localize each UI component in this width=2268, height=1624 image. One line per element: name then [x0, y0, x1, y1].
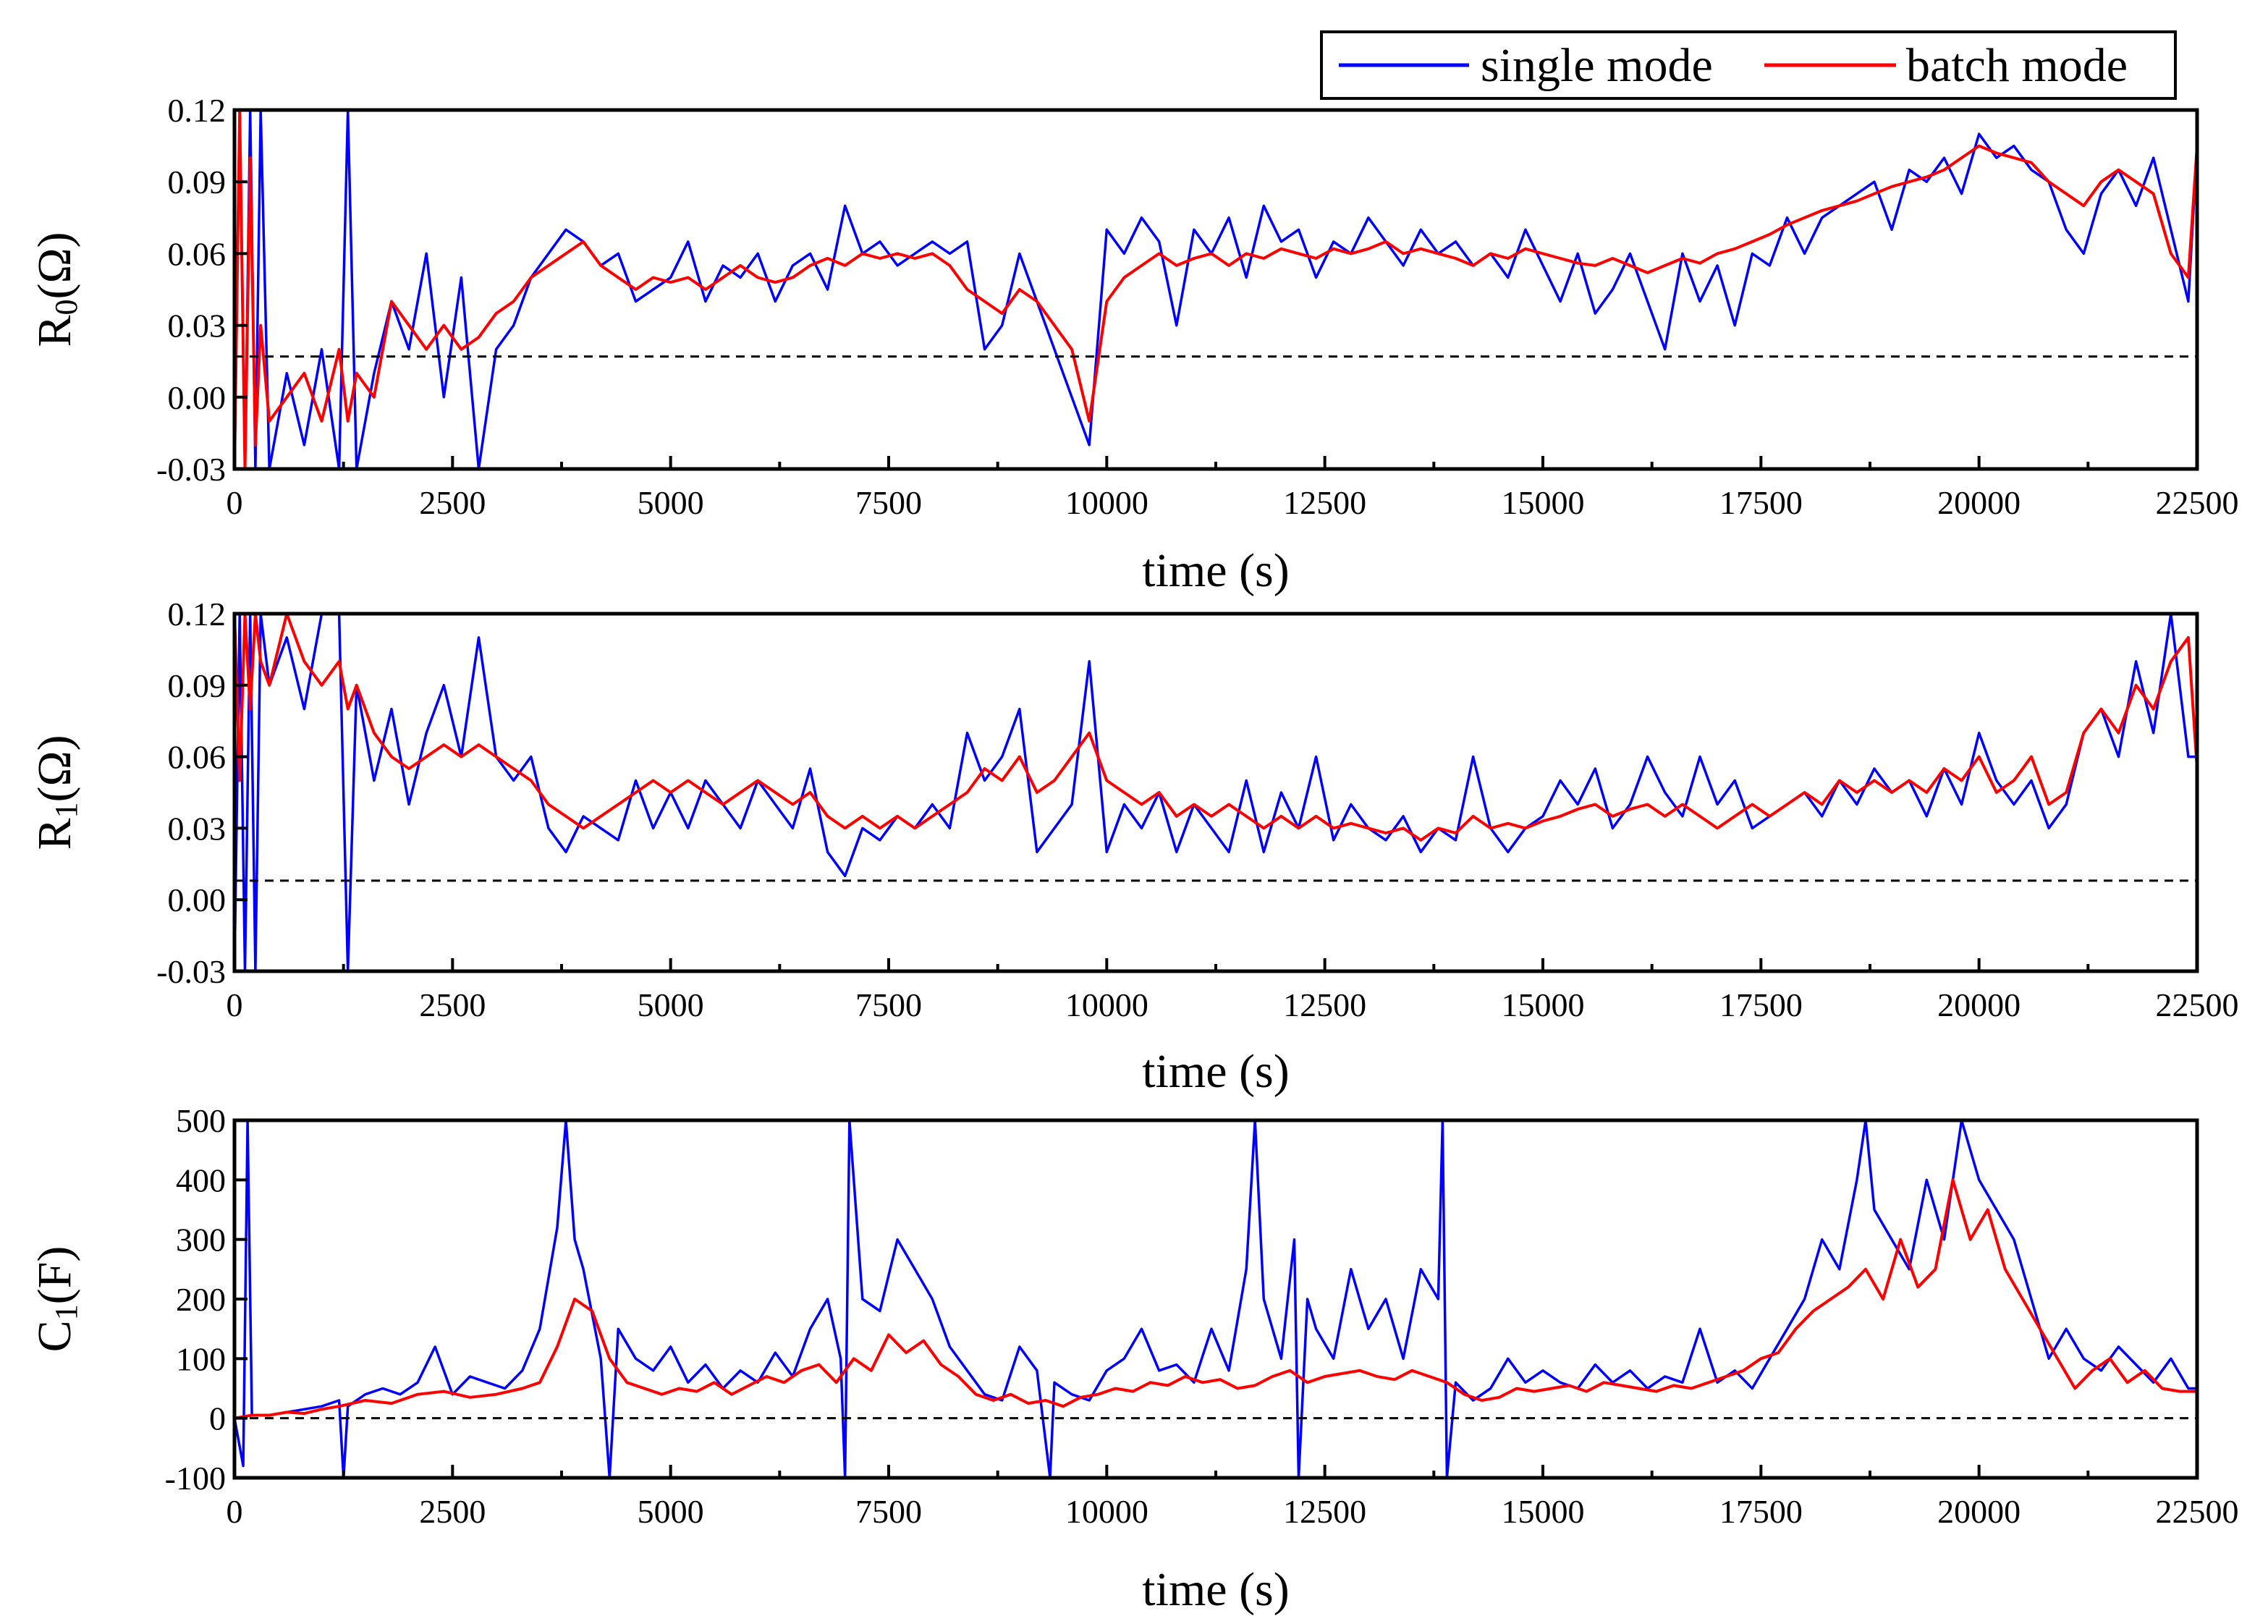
r1-xtick-label: 7500	[855, 986, 922, 1023]
c1-xlabel: time (s)	[1142, 1563, 1289, 1616]
r0-ticks: 0 2500 5000 7500 10000 12500 15000 17500 20000 22…	[156, 92, 2238, 521]
r1-ylabel: R1(Ω)	[28, 735, 84, 850]
r0-xtick-label: 17500	[1719, 484, 1803, 521]
r0-series-batch-mode	[234, 110, 2197, 469]
c1-ticks: 0 2500 5000 7500 10000 12500 15000 17500 20000 22…	[165, 1102, 2239, 1530]
c1-ylabel-unit: (F)	[28, 1246, 81, 1305]
r1-series-single-mode	[234, 614, 2197, 971]
c1-ytick-label: 500	[176, 1102, 226, 1139]
r0-ylabel-main: R	[28, 315, 81, 347]
legend-single-label: single mode	[1481, 39, 1713, 92]
r0-ytick-label: 0.09	[168, 164, 227, 200]
c1-ytick-label: 0	[209, 1400, 226, 1437]
r1-ylabel-unit: (Ω)	[28, 735, 81, 802]
c1-series-single-mode	[234, 1120, 2197, 1478]
r1-xtick-label: 15000	[1502, 986, 1585, 1023]
c1-xtick-label: 20000	[1937, 1493, 2021, 1530]
c1-xtick-label: 7500	[855, 1493, 922, 1530]
r0-ylabel: R0(Ω)	[28, 232, 84, 347]
c1-series-layer	[234, 1120, 2197, 1478]
r0-ytick-label: 0.03	[168, 308, 227, 344]
r0-ylabel-sub: 0	[48, 299, 84, 315]
r0-xtick-label: 12500	[1283, 484, 1366, 521]
c1-xtick-label: 17500	[1719, 1493, 1803, 1530]
c1-ylabel: C1(F)	[28, 1246, 84, 1353]
r1-ylabel-sub: 1	[48, 802, 84, 818]
r0-ylabel-unit: (Ω)	[28, 232, 81, 299]
r0-ytick-label: 0.06	[168, 235, 227, 272]
c1-xtick-label: 2500	[419, 1493, 486, 1530]
r0-ytick-label: 0.12	[168, 92, 227, 129]
r1-ytick-label: 0.09	[168, 667, 227, 704]
r1-xtick-label: 12500	[1283, 986, 1366, 1023]
c1-xtick-label: 12500	[1283, 1493, 1366, 1530]
c1-series-batch-mode	[234, 1178, 2197, 1420]
r1-ytick-label: 0.03	[168, 810, 227, 847]
r0-ytick-label: -0.03	[156, 451, 226, 488]
c1-ytick-label: 300	[176, 1222, 226, 1259]
r1-xtick-label: 20000	[1937, 986, 2021, 1023]
panel-c1: 0 2500 5000 7500 10000 12500 15000 17500 20000 22…	[28, 1102, 2238, 1616]
r1-ytick-label: -0.03	[156, 953, 226, 990]
r1-plot-frame	[232, 612, 2199, 973]
r0-xtick-label: 5000	[638, 484, 704, 521]
r0-xtick-label: 20000	[1937, 484, 2021, 521]
c1-xtick-label: 0	[227, 1493, 243, 1530]
r0-xlabel: time (s)	[1142, 544, 1289, 597]
c1-ytick-label: -100	[165, 1460, 226, 1497]
r0-series-layer	[234, 110, 2197, 469]
c1-ylabel-sub: 1	[48, 1304, 84, 1320]
r0-xtick-label: 15000	[1502, 484, 1585, 521]
r1-xtick-label: 5000	[638, 986, 704, 1023]
r1-ytick-label: 0.00	[168, 881, 227, 918]
c1-ytick-label: 400	[176, 1162, 226, 1198]
panel-r1: 0 2500 5000 7500 10000 12500 15000 17500 20000 22…	[28, 596, 2238, 1098]
r0-xtick-label: 7500	[855, 484, 922, 521]
panel-r0: 0 2500 5000 7500 10000 12500 15000 17500 20000 22…	[28, 92, 2238, 597]
r1-xtick-label: 10000	[1065, 986, 1148, 1023]
r1-series-layer	[234, 614, 2197, 971]
r1-xtick-label: 22500	[2156, 986, 2239, 1023]
r0-ytick-label: 0.00	[168, 379, 227, 416]
r1-ylabel-main: R	[28, 818, 81, 850]
legend: single mode batch mode	[1320, 30, 2177, 100]
r1-ytick-label: 0.06	[168, 739, 227, 776]
r1-xtick-label: 0	[227, 986, 243, 1023]
r0-xtick-label: 10000	[1065, 484, 1148, 521]
c1-ytick-label: 200	[176, 1281, 226, 1318]
c1-ylabel-main: C	[28, 1320, 81, 1352]
r1-xtick-label: 17500	[1719, 986, 1803, 1023]
r0-xtick-label: 0	[227, 484, 243, 521]
c1-ytick-label: 100	[176, 1340, 226, 1377]
r0-series-single-mode	[234, 110, 2197, 469]
r1-ticks: 0 2500 5000 7500 10000 12500 15000 17500 20000 22…	[156, 596, 2238, 1023]
c1-xtick-label: 5000	[638, 1493, 704, 1530]
c1-xtick-label: 22500	[2156, 1493, 2239, 1530]
r0-xtick-label: 22500	[2156, 484, 2239, 521]
r1-series-batch-mode	[234, 614, 2197, 842]
r0-plot-frame	[232, 108, 2199, 471]
r1-ytick-label: 0.12	[168, 596, 227, 633]
c1-plot-frame	[232, 1118, 2199, 1480]
r1-xtick-label: 2500	[419, 986, 486, 1023]
c1-xtick-label: 15000	[1502, 1493, 1585, 1530]
legend-batch-label: batch mode	[1906, 39, 2128, 92]
r1-xlabel: time (s)	[1142, 1045, 1289, 1098]
r0-xtick-label: 2500	[419, 484, 486, 521]
c1-xtick-label: 10000	[1065, 1493, 1148, 1530]
